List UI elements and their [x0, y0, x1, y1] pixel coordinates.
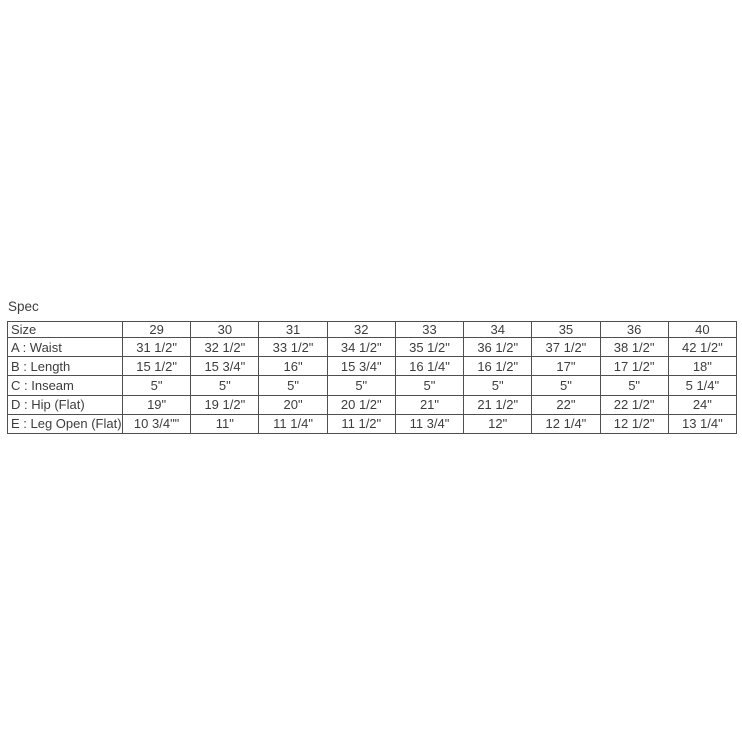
table-cell: 38 1/2" [599, 336, 669, 358]
table-cell: 31 1/2" [121, 336, 192, 358]
spec-table: Size 29 30 31 32 33 34 35 36 40 A : Waist 31 1/2" 3… [7, 321, 738, 435]
table-cell: 5" [531, 375, 601, 396]
table-cell: 16" [258, 356, 328, 377]
table-row: B : Length 15 1/2" 15 3/4" 16" 15 3/4" 16 1/4… [7, 356, 738, 377]
size-column-header: 33 [394, 321, 465, 338]
table-cell: 17 1/2" [599, 356, 669, 377]
table-body: A : Waist 31 1/2" 32 1/2" 33 1/2" 34 1/2" 35 … [7, 336, 738, 435]
table-cell: 12" [463, 413, 533, 435]
size-corner-header: Size [7, 321, 123, 338]
row-label: B : Length [7, 356, 123, 377]
table-cell: 5" [121, 375, 192, 396]
table-cell: 20 1/2" [326, 394, 396, 415]
table-cell: 17" [531, 356, 601, 377]
row-label: C : Inseam [7, 375, 123, 396]
table-cell: 33 1/2" [258, 336, 328, 358]
table-cell: 5" [599, 375, 669, 396]
spec-title: Spec [8, 299, 39, 314]
table-head: Size 29 30 31 32 33 34 35 36 40 [7, 321, 738, 338]
table-cell: 18" [667, 356, 738, 377]
table-cell: 11 1/4" [258, 413, 328, 435]
size-column-header: 32 [326, 321, 396, 338]
size-column-header: 30 [190, 321, 260, 338]
table-cell: 21" [394, 394, 465, 415]
table-cell: 5" [258, 375, 328, 396]
table-cell: 22 1/2" [599, 394, 669, 415]
size-column-header: 35 [531, 321, 601, 338]
size-column-header: 40 [667, 321, 738, 338]
table-cell: 5" [394, 375, 465, 396]
table-cell: 16 1/2" [463, 356, 533, 377]
table-cell: 15 1/2" [121, 356, 192, 377]
table-row: C : Inseam 5" 5" 5" 5" 5" 5" 5" 5" 5 1/4" [7, 375, 738, 396]
table-row: A : Waist 31 1/2" 32 1/2" 33 1/2" 34 1/2" 35 … [7, 336, 738, 358]
table-cell: 11 1/2" [326, 413, 396, 435]
table-cell: 15 3/4" [326, 356, 396, 377]
table-cell: 16 1/4" [394, 356, 465, 377]
table-cell: 22" [531, 394, 601, 415]
table-cell: 21 1/2" [463, 394, 533, 415]
table-cell: 36 1/2" [463, 336, 533, 358]
table-cell: 34 1/2" [326, 336, 396, 358]
size-column-header: 31 [258, 321, 328, 338]
table-cell: 5" [326, 375, 396, 396]
table-cell: 12 1/4" [531, 413, 601, 435]
table-cell: 5" [463, 375, 533, 396]
table-cell: 5 1/4" [667, 375, 738, 396]
table-row: E : Leg Open (Flat) 10 3/4"" 11" 11 1/4" 11 … [7, 413, 738, 435]
table-cell: 19" [121, 394, 192, 415]
table-cell: 32 1/2" [190, 336, 260, 358]
table-cell: 11" [190, 413, 260, 435]
size-column-header: 29 [121, 321, 192, 338]
table-cell: 37 1/2" [531, 336, 601, 358]
row-label: D : Hip (Flat) [7, 394, 123, 415]
table-cell: 10 3/4"" [121, 413, 192, 435]
table-row: D : Hip (Flat) 19" 19 1/2" 20" 20 1/2" 21" 21 … [7, 394, 738, 415]
table-cell: 35 1/2" [394, 336, 465, 358]
row-label: A : Waist [7, 336, 123, 358]
row-label: E : Leg Open (Flat) [7, 413, 123, 435]
table-cell: 20" [258, 394, 328, 415]
table-cell: 5" [190, 375, 260, 396]
table-cell: 42 1/2" [667, 336, 738, 358]
size-column-header: 36 [599, 321, 669, 338]
table-cell: 13 1/4" [667, 413, 738, 435]
size-header-row: Size 29 30 31 32 33 34 35 36 40 [7, 321, 738, 338]
table-cell: 12 1/2" [599, 413, 669, 435]
table-cell: 19 1/2" [190, 394, 260, 415]
table-cell: 15 3/4" [190, 356, 260, 377]
table-cell: 24" [667, 394, 738, 415]
table-cell: 11 3/4" [394, 413, 465, 435]
size-column-header: 34 [463, 321, 533, 338]
